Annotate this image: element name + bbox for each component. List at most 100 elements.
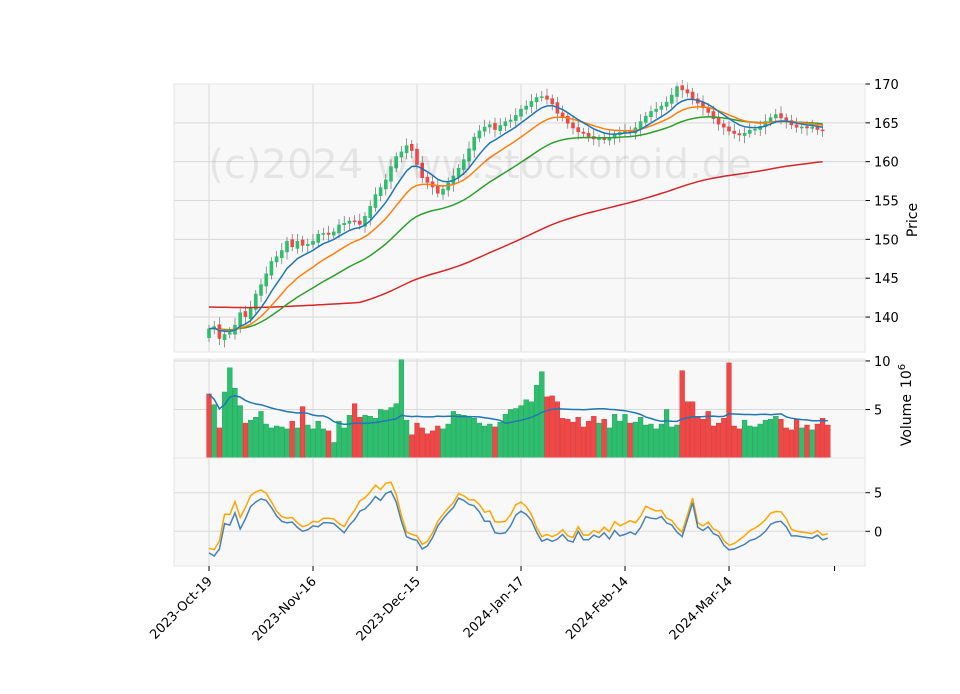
volume-bar [700,418,706,459]
volume-bar [310,428,316,459]
candle-body [306,244,310,246]
candle-body [612,134,617,139]
candle-body [384,179,388,190]
candle-body [706,106,710,113]
volume-bar [752,426,758,459]
candle-body [644,115,648,123]
candle-body [368,205,372,218]
volume-label-base: 10 [899,370,915,388]
candle-body [488,124,492,128]
candle-body [477,130,482,139]
volume-bar [326,430,332,459]
candle-body [285,240,289,253]
volume-bar [669,426,675,459]
volume-bar [440,428,446,459]
candle-body [519,108,523,117]
volume-bar [362,415,368,459]
candle-body [300,239,305,246]
volume-bar [227,367,233,459]
price-tick-label: 155 [874,195,899,210]
volume-bar [461,415,467,459]
volume-bar [482,425,488,459]
candle-body [815,125,820,130]
candle-body [534,97,539,103]
volume-bar [253,417,259,459]
candle-body [748,129,752,134]
volume-bar [300,406,306,459]
volume-bar [346,415,353,459]
candle-body [566,115,570,124]
candle-body [638,121,643,130]
volume-bar [612,414,618,459]
price-tick-label: 140 [874,311,899,326]
candle-body [456,167,461,178]
volume-bar [799,427,805,459]
candle-body [670,94,674,104]
volume-bar [747,425,753,459]
candle-body [207,328,211,339]
volume-bar [450,411,457,459]
candle-body [274,256,279,263]
candle-body [222,334,227,340]
volume-bar [513,408,519,459]
volume-bar [372,418,379,459]
candle-body [514,115,518,121]
candle-body [269,261,274,276]
volume-bar [492,426,498,459]
volume-bar [414,422,420,459]
watermark-text: (c)2024 www.stockoroid.de [208,142,751,188]
volume-bar [658,423,665,459]
volume-bar [445,423,451,459]
candle-body [420,162,424,178]
candle-body [763,121,768,128]
volume-bar [268,427,275,459]
volume-bar [247,419,254,459]
volume-bar [497,421,503,459]
candle-body [321,233,326,235]
candle-body [493,123,497,130]
candle-body [446,182,450,191]
candle-body [571,122,575,129]
volume-bar [627,422,633,459]
volume-bar [466,416,472,459]
volume-bar [617,420,623,459]
volume-bar [565,418,571,459]
volume-bar [664,409,670,459]
candle-body [508,119,513,122]
volume-bar [430,430,436,459]
candle-body [441,188,445,195]
candle-body [482,126,487,132]
oscillator-tick-label: 5 [874,487,882,502]
candle-body [649,111,653,118]
volume-bar [549,395,555,459]
candle-body [311,240,315,245]
volume-bar [773,416,779,459]
volume-bar [726,362,732,459]
price-tick-label: 170 [874,78,899,93]
ma-long-line [208,116,823,331]
candle-body [425,176,430,183]
volume-bar [632,421,639,459]
oscillator-panel: 05 [174,458,882,566]
x-tick-label: 2023-Nov-16 [250,574,320,644]
candle-body [347,220,352,224]
volume-bar [258,411,264,459]
candle-body [415,148,419,165]
volume-bar [388,407,394,459]
volume-bar [606,427,613,459]
candle-body [820,129,825,132]
candle-body [690,91,695,100]
price-tick-label: 150 [874,233,899,248]
candle-body [800,126,804,129]
volume-bar [601,418,607,459]
candle-body [753,129,757,131]
x-tick-label: 2024-Mar-14 [667,574,736,643]
volume-bar [476,422,483,459]
volume-bar [409,434,415,459]
volume-bar [232,387,238,459]
candle-body [540,96,544,98]
volume-bar [643,424,649,459]
ma-mid-line [208,106,823,332]
candle-body [742,132,747,136]
candle-body [280,250,284,259]
